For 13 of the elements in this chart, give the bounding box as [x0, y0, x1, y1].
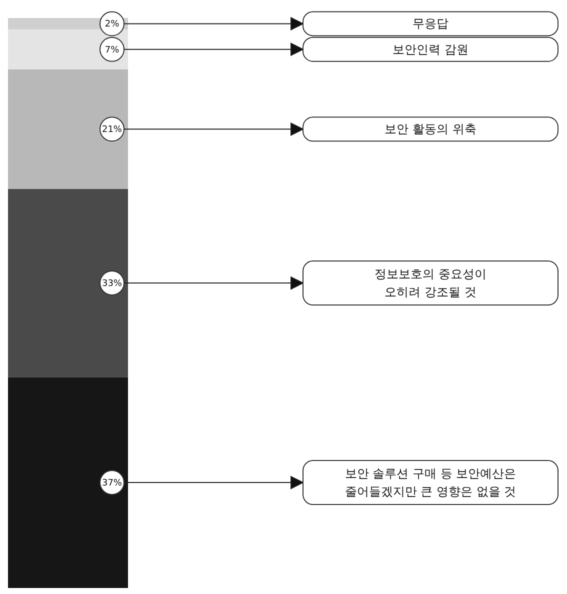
data-label: 7% — [104, 45, 120, 56]
data-label: 33% — [102, 279, 122, 290]
text: 보안 활동의 위축 — [384, 122, 476, 136]
bar — [8, 377, 128, 588]
text: 무응답 — [412, 16, 448, 31]
bar — [8, 189, 128, 378]
text: 정보보호의 중요성이 오히려 강조될 것 — [374, 267, 486, 300]
data-label: 21% — [102, 125, 122, 136]
data-label: 2% — [104, 20, 120, 30]
data-label: 37% — [102, 478, 122, 489]
text: 보안인력 감원 — [392, 42, 468, 56]
text: 보안 솔루션 구매 등 보안예산은 줄어들겠지만 큰 영향은 없을 것 — [344, 466, 516, 499]
bar — [8, 69, 128, 189]
